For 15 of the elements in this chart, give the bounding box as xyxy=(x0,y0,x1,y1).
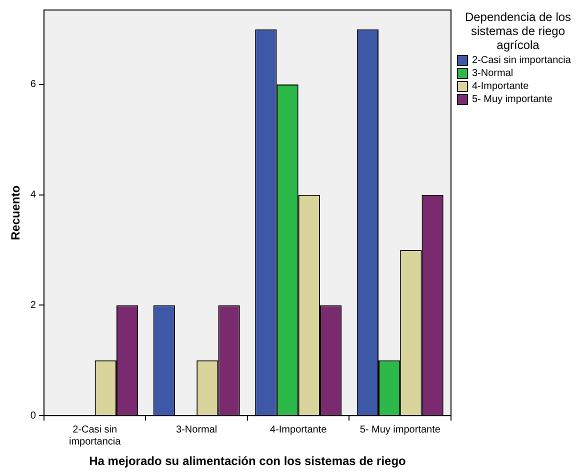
legend-title: Dependencia de los sistemas de riego agrícola xyxy=(464,10,572,52)
x-tick-label: 5- Muy importante xyxy=(360,424,441,436)
y-tick-label: 4 xyxy=(30,190,36,201)
x-tick-label: 4-Importante xyxy=(270,424,328,436)
x-tick-label: 2-Casi sin importancia xyxy=(68,424,122,448)
legend-label: 2-Casi sin importancia xyxy=(472,55,571,66)
x-axis-title: Ha mejorado su alimentación con los sistemas de riego xyxy=(89,454,406,468)
legend-label: 5- Muy importante xyxy=(472,94,553,105)
y-tick-label: 2 xyxy=(30,300,36,311)
legend-label: 4-Importante xyxy=(472,81,529,92)
y-axis-title: Recuento xyxy=(8,185,23,240)
y-tick-label: 0 xyxy=(30,410,36,422)
y-tick-label: 6 xyxy=(30,79,36,90)
legend-label: 3-Normal xyxy=(472,68,514,79)
x-tick-label: 3-Normal xyxy=(176,424,218,436)
